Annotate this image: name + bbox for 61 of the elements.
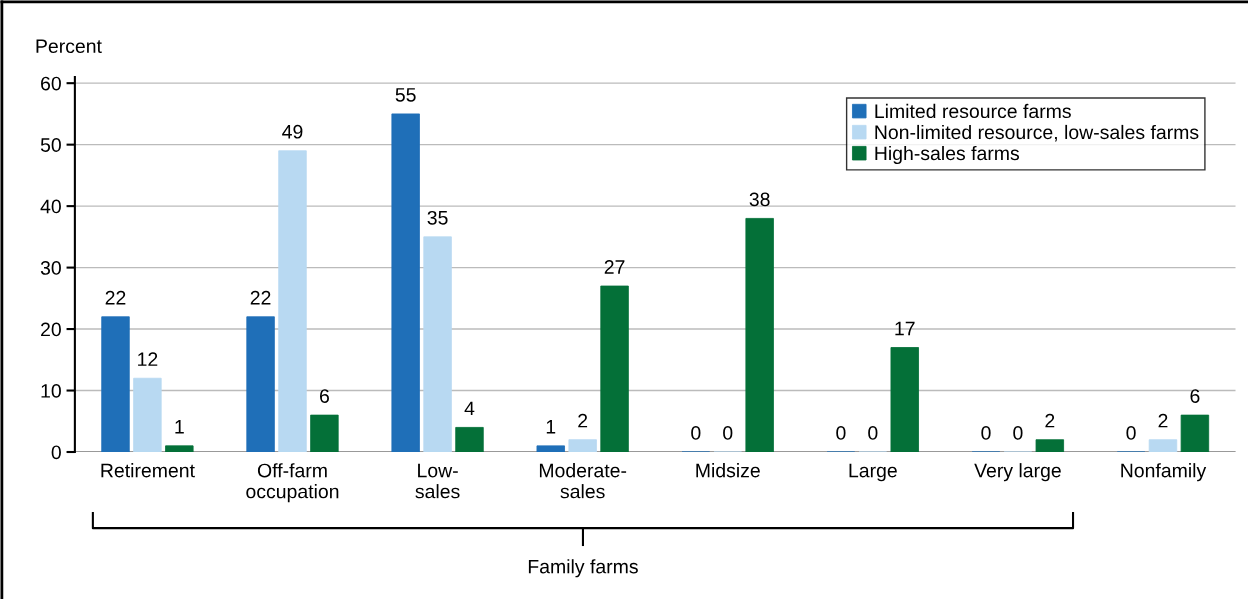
- data-label: 6: [320, 389, 329, 403]
- y-tick-label: 60: [41, 76, 61, 91]
- data-label: 49: [282, 124, 303, 139]
- bar: [246, 316, 275, 453]
- bar: [536, 445, 565, 453]
- x-tick-label: Very large: [974, 463, 1061, 482]
- x-tick-label: Retirement: [101, 463, 195, 478]
- data-label: 2: [578, 413, 588, 428]
- x-tick-label: Moderate- sales: [539, 463, 627, 499]
- bar: [165, 445, 194, 453]
- y-tick-label: 50: [40, 138, 61, 152]
- bar: [278, 150, 307, 453]
- legend-label: High-sales farms: [875, 145, 1020, 165]
- legend-label: Non-limited resource, low-sales farms: [875, 124, 1199, 142]
- data-label: 22: [250, 290, 271, 305]
- y-tick-label: 10: [41, 384, 61, 398]
- legend-label: Limited resource farms: [875, 103, 1071, 119]
- bar: [423, 236, 452, 453]
- data-label: 1: [175, 420, 184, 434]
- y-tick-label: 0: [51, 445, 61, 460]
- bar: [745, 218, 774, 453]
- data-label: 22: [105, 290, 126, 305]
- bar: [1180, 414, 1210, 453]
- data-label: 2: [1045, 413, 1055, 428]
- data-label: 0: [981, 426, 991, 440]
- bar: [600, 285, 629, 453]
- y-tick-label: 40: [40, 199, 61, 214]
- data-label: 0: [723, 426, 733, 440]
- data-label: 55: [395, 88, 416, 102]
- data-label: 0: [1013, 426, 1023, 440]
- y-axis-title: Percent: [36, 39, 102, 54]
- y-tick-label: 20: [41, 322, 61, 337]
- bar: [133, 377, 162, 453]
- x-tick-label: Midsize: [696, 463, 760, 478]
- x-tick-label: Low- sales: [415, 463, 460, 499]
- data-label: 4: [464, 401, 475, 416]
- data-label: 35: [427, 210, 448, 225]
- data-label: 1: [546, 420, 556, 434]
- data-label: 0: [691, 426, 701, 440]
- x-tick-label: Nonfamily: [1121, 463, 1207, 482]
- x-tick-label: Large: [849, 463, 897, 482]
- x-tick-label: Off-farm occupation: [246, 463, 339, 503]
- bar: [1148, 439, 1178, 453]
- bar: [310, 414, 339, 453]
- data-label: 0: [868, 426, 878, 440]
- bar: [101, 316, 130, 453]
- bar: [1035, 439, 1065, 453]
- bar: [455, 427, 484, 453]
- y-tick-label: 30: [40, 261, 61, 275]
- data-label: 38: [749, 192, 770, 207]
- data-label: 6: [1190, 389, 1200, 403]
- text: Family farms: [528, 559, 638, 578]
- data-label: 0: [836, 426, 846, 440]
- bar: [568, 439, 597, 453]
- data-label: 12: [138, 352, 158, 366]
- bar: [890, 347, 919, 453]
- data-label: 17: [895, 321, 915, 336]
- data-label: 27: [604, 260, 625, 274]
- data-label: 0: [1126, 426, 1136, 440]
- bar: [391, 113, 420, 453]
- data-label: 2: [1158, 413, 1168, 428]
